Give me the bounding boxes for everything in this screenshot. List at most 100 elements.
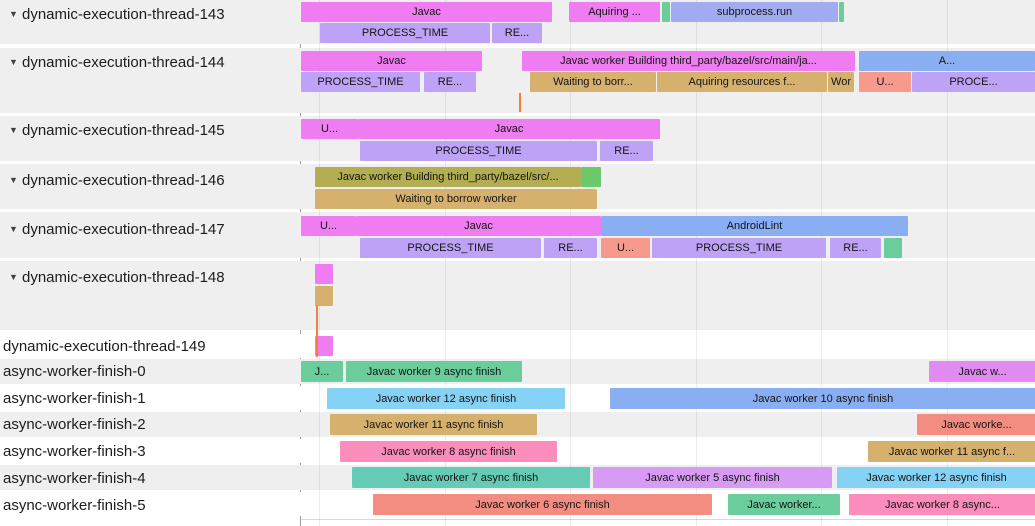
track-name: dynamic-execution-thread-148 [22, 268, 225, 286]
slice[interactable]: PROCESS_TIME [320, 23, 490, 43]
slice[interactable]: RE... [424, 72, 476, 92]
track-label-dynamic-execution-thread-149[interactable]: dynamic-execution-thread-149 [0, 336, 206, 356]
time-gridline [947, 0, 948, 526]
slice[interactable]: Javac worker 12 async finish [327, 388, 565, 409]
slice[interactable]: Waiting to borrow worker [315, 189, 597, 209]
slice[interactable]: Javac [301, 51, 482, 71]
time-gridline [570, 0, 571, 526]
slice[interactable]: subprocess.run [671, 2, 838, 22]
slice[interactable]: Javac worker 6 async finish [373, 494, 712, 515]
slice-label: Javac worker 10 async finish [752, 392, 894, 405]
track-label-dynamic-execution-thread-146[interactable]: ▼ dynamic-execution-thread-146 [0, 170, 225, 190]
slice[interactable]: PROCESS_TIME [301, 72, 420, 92]
slice[interactable]: Javac worker 8 async finish [340, 441, 557, 462]
slice-label: Javac [464, 220, 493, 232]
slice-label: A... [938, 55, 956, 67]
time-gridline [696, 0, 697, 526]
slice[interactable]: Javac worker Building third_party/bazel/… [315, 167, 581, 187]
slice-label: Javac worker 11 async f... [888, 445, 1016, 458]
slice-label: Javac [412, 6, 441, 18]
slice[interactable]: Javac worker... [728, 494, 840, 515]
track-label-dynamic-execution-thread-145[interactable]: ▼ dynamic-execution-thread-145 [0, 120, 225, 140]
track-label-async-worker-finish-0[interactable]: async-worker-finish-0 [0, 361, 146, 381]
instant-marker[interactable] [519, 93, 521, 112]
slice-label: PROCESS_TIME [407, 242, 494, 254]
slice[interactable]: PROCESS_TIME [360, 238, 541, 258]
track-name: dynamic-execution-thread-145 [22, 121, 225, 139]
track-label-async-worker-finish-5[interactable]: async-worker-finish-5 [0, 495, 146, 515]
expander-triangle-icon[interactable]: ▼ [9, 125, 18, 135]
slice-label: Javac worker 12 async finish [375, 392, 517, 405]
instant-marker[interactable] [316, 305, 318, 357]
slice[interactable]: Wor [828, 72, 854, 92]
slice[interactable]: Javac worker 8 async... [849, 494, 1035, 515]
slice-label: Aquiring resources f... [688, 76, 796, 88]
track-label-dynamic-execution-thread-147[interactable]: ▼ dynamic-execution-thread-147 [0, 219, 225, 239]
slice[interactable]: Javac [358, 119, 660, 139]
slice[interactable]: Javac [301, 2, 552, 22]
slice-label: PROCE... [949, 76, 998, 88]
track-label-async-worker-finish-2[interactable]: async-worker-finish-2 [0, 414, 146, 434]
slice[interactable]: Javac worker 9 async finish [346, 361, 522, 382]
slice-label: J... [314, 365, 330, 378]
slice[interactable]: Javac worker 12 async finish [837, 467, 1035, 488]
slice[interactable]: Javac worke... [917, 414, 1035, 435]
slice[interactable]: RE... [544, 238, 597, 258]
slice-label: subprocess.run [716, 6, 793, 18]
slice[interactable]: PROCE... [912, 72, 1035, 92]
slice[interactable]: Javac worker 5 async finish [593, 467, 832, 488]
slice[interactable]: RE... [492, 23, 542, 43]
expander-triangle-icon[interactable]: ▼ [9, 57, 18, 67]
slice[interactable]: PROCESS_TIME [360, 141, 597, 161]
track-name: async-worker-finish-0 [3, 362, 146, 380]
slice[interactable] [884, 238, 902, 258]
slice[interactable]: RE... [600, 141, 653, 161]
track-name: async-worker-finish-3 [3, 442, 146, 460]
slice[interactable] [581, 167, 601, 187]
slice-label: Waiting to borrow worker [395, 193, 517, 205]
slice-label: RE... [504, 27, 530, 39]
track-label-async-worker-finish-3[interactable]: async-worker-finish-3 [0, 441, 146, 461]
track-label-dynamic-execution-thread-143[interactable]: ▼ dynamic-execution-thread-143 [0, 4, 225, 24]
slice[interactable]: J... [301, 361, 343, 382]
slice[interactable]: U... [301, 216, 356, 236]
slice[interactable]: Javac [356, 216, 601, 236]
slice[interactable]: A... [859, 51, 1035, 71]
time-gridline [319, 0, 320, 526]
expander-triangle-icon[interactable]: ▼ [9, 9, 18, 19]
track-band-dynamic-execution-thread-148 [0, 261, 1035, 330]
slice[interactable]: Javac worker Building third_party/bazel/… [522, 51, 855, 71]
expander-triangle-icon[interactable]: ▼ [9, 224, 18, 234]
slice[interactable] [315, 264, 333, 284]
slice[interactable]: Javac worker 11 async finish [330, 414, 537, 435]
slice[interactable]: Javac worker 10 async finish [610, 388, 1035, 409]
slice[interactable] [839, 2, 844, 22]
slice-label: Javac [377, 55, 406, 67]
slice[interactable] [315, 286, 333, 306]
time-gridline [821, 0, 822, 526]
slice[interactable]: Waiting to borr... [530, 72, 656, 92]
track-name: async-worker-finish-1 [3, 389, 146, 407]
slice[interactable]: Aquiring ... [569, 2, 660, 22]
slice[interactable]: RE... [830, 238, 881, 258]
slice[interactable]: U... [859, 72, 911, 92]
track-name: dynamic-execution-thread-144 [22, 53, 225, 71]
track-label-async-worker-finish-1[interactable]: async-worker-finish-1 [0, 388, 146, 408]
slice[interactable]: Javac worker 7 async finish [352, 467, 590, 488]
slice-label: U... [616, 242, 635, 254]
slice[interactable]: Aquiring resources f... [657, 72, 827, 92]
track-label-dynamic-execution-thread-148[interactable]: ▼ dynamic-execution-thread-148 [0, 267, 225, 287]
slice[interactable] [315, 336, 333, 356]
slice[interactable]: U... [301, 119, 358, 139]
slice[interactable]: U... [601, 238, 650, 258]
track-label-dynamic-execution-thread-144[interactable]: ▼ dynamic-execution-thread-144 [0, 52, 225, 72]
slice[interactable]: AndroidLint [601, 216, 908, 236]
slice-label: U... [320, 123, 339, 135]
slice[interactable]: Javac worker 11 async f... [868, 441, 1035, 462]
expander-triangle-icon[interactable]: ▼ [9, 272, 18, 282]
track-label-async-worker-finish-4[interactable]: async-worker-finish-4 [0, 468, 146, 488]
slice[interactable]: PROCESS_TIME [652, 238, 826, 258]
expander-triangle-icon[interactable]: ▼ [9, 175, 18, 185]
slice[interactable]: Javac w... [929, 361, 1035, 382]
slice[interactable] [662, 2, 670, 22]
